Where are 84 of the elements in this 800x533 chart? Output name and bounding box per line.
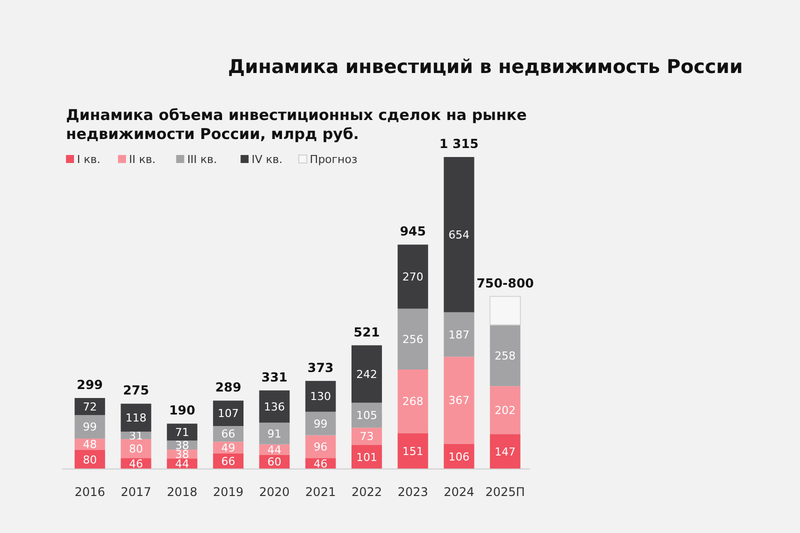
bar <box>305 435 336 458</box>
total-label: 373 <box>308 360 334 375</box>
data-label: 258 <box>494 349 516 362</box>
data-label: 48 <box>82 438 97 452</box>
legend-label: IV кв. <box>252 153 282 166</box>
bar <box>490 324 520 386</box>
bar <box>490 386 520 434</box>
data-label: 99 <box>314 417 328 430</box>
bar <box>398 244 428 309</box>
bar <box>74 415 106 439</box>
data-label: 105 <box>356 409 378 422</box>
total-label: 299 <box>76 377 103 392</box>
data-label: 101 <box>356 450 378 464</box>
data-label: 654 <box>448 228 470 242</box>
data-label: 99 <box>82 420 97 434</box>
bar <box>166 424 198 441</box>
bar <box>398 370 428 434</box>
data-label: 71 <box>175 426 190 439</box>
bar <box>444 312 474 357</box>
x-tick-label: 2021 <box>305 485 336 499</box>
data-label: 46 <box>128 457 143 470</box>
data-label: 46 <box>314 457 328 470</box>
x-tick-label: 2024 <box>444 485 474 499</box>
bar <box>259 390 290 423</box>
total-label: 331 <box>261 369 288 384</box>
x-tick-label: 2019 <box>213 485 244 499</box>
data-label: 44 <box>267 443 282 456</box>
x-tick-label: 2016 <box>74 485 106 499</box>
total-label: 945 <box>400 224 426 239</box>
x-tick-label: 2017 <box>120 485 152 499</box>
data-label: 202 <box>494 404 516 417</box>
bar <box>305 412 336 436</box>
data-label: 72 <box>82 400 97 414</box>
data-label: 151 <box>402 444 424 458</box>
bar <box>444 157 474 312</box>
data-label: 118 <box>125 412 146 425</box>
x-tick-label: 2020 <box>259 485 290 499</box>
total-label: 750-800 <box>476 275 534 290</box>
data-label: 107 <box>218 407 239 420</box>
total-label: 521 <box>354 324 380 340</box>
legend-label: Прогноз <box>310 153 358 166</box>
data-label: 256 <box>402 332 424 346</box>
data-label: 270 <box>402 270 424 284</box>
data-label: 106 <box>448 450 470 464</box>
legend-label: III кв. <box>187 153 218 166</box>
x-tick-label: 2023 <box>398 485 428 499</box>
bar <box>444 356 474 444</box>
x-tick-label: 2022 <box>351 485 382 499</box>
data-label: 49 <box>221 441 236 454</box>
bar <box>490 434 520 469</box>
bar <box>305 380 336 412</box>
data-label: 80 <box>82 453 97 466</box>
data-label: 31 <box>128 429 143 442</box>
data-label: 66 <box>221 455 236 468</box>
total-label: 190 <box>169 402 196 418</box>
legend-label: II кв. <box>129 153 156 166</box>
data-label: 147 <box>494 445 516 458</box>
bar <box>351 428 382 446</box>
chart-title: Динамика инвестиций в недвижимость России <box>228 56 743 78</box>
x-tick-label: 2018 <box>166 485 198 499</box>
bar <box>398 433 428 469</box>
bar <box>259 422 290 444</box>
data-label: 367 <box>448 394 470 408</box>
data-label: 187 <box>448 328 470 342</box>
data-label: 136 <box>264 400 285 414</box>
data-label: 66 <box>221 428 236 441</box>
data-label: 73 <box>360 430 374 444</box>
legend-label: I кв. <box>77 153 100 166</box>
bar <box>120 404 152 432</box>
data-label: 96 <box>314 440 328 454</box>
bar <box>213 400 244 426</box>
data-label: 268 <box>402 395 424 408</box>
bar <box>398 308 428 370</box>
bar <box>489 296 521 326</box>
data-label: 130 <box>310 390 332 404</box>
data-label: 242 <box>356 368 378 381</box>
total-label: 275 <box>122 382 150 398</box>
data-label: 91 <box>267 427 282 440</box>
total-label: 289 <box>215 380 242 395</box>
bar <box>351 345 382 403</box>
data-label: 60 <box>267 456 282 469</box>
x-tick-label: 2025П <box>485 485 525 499</box>
data-label: 80 <box>128 442 143 456</box>
bar <box>74 398 106 416</box>
